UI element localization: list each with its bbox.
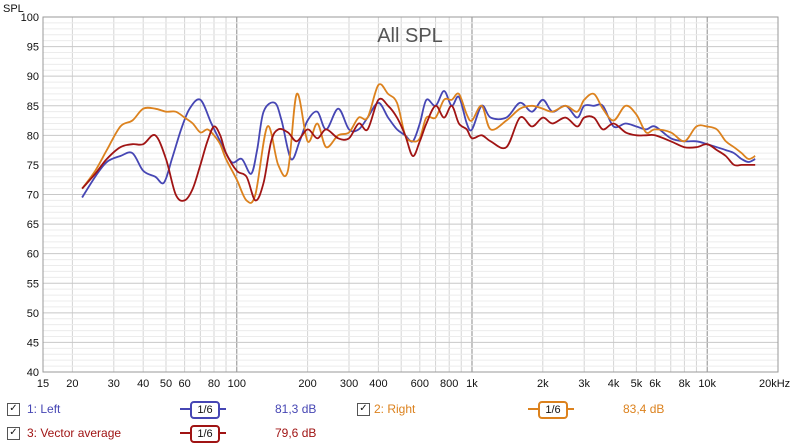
x-tick-label: 5k: [631, 378, 643, 390]
x-tick-label: 1k: [466, 378, 478, 390]
y-axis-label: SPL: [3, 3, 24, 15]
left-smoothing-box: 1/6: [190, 401, 220, 419]
left-smoothing-control[interactable]: 1/6: [180, 401, 226, 419]
x-tick-label: 400: [369, 378, 387, 390]
x-tick-label: 3k: [578, 378, 590, 390]
checkmark-icon: ✓: [9, 427, 18, 438]
x-tick-label: 200: [298, 378, 316, 390]
x-tick-label: 300: [340, 378, 358, 390]
series-line-right: [81, 83, 756, 204]
spl-chart-svg: All SPL SPL 40 45 50 55 60 65 70 75 80 85 90 95 100 15 2…: [3, 3, 790, 390]
series-line-left: [81, 90, 756, 198]
x-tick-label: 20: [66, 378, 78, 390]
series-line-vector-average: [81, 97, 756, 202]
x-tick-label: 20kHz: [759, 378, 790, 390]
checkmark-icon: ✓: [359, 403, 368, 414]
x-tick-label: 2k: [537, 378, 549, 390]
y-tick-label: 50: [27, 308, 39, 320]
legend-value-left: 81,3 dB: [275, 402, 317, 416]
legend-row-2: ✓ 3: Vector average 1/6 79,6 dB: [0, 425, 800, 443]
y-tick-label: 85: [27, 101, 39, 113]
x-tick-label: 6k: [649, 378, 661, 390]
x-tick-label: 50: [160, 378, 172, 390]
x-tick-label: 10k: [698, 378, 716, 390]
x-tick-label: 30: [108, 378, 120, 390]
y-tick-label: 70: [27, 190, 39, 202]
x-tick-label: 80: [208, 378, 220, 390]
y-tick-label: 90: [27, 71, 39, 83]
spl-chart[interactable]: All SPL SPL 40 45 50 55 60 65 70 75 80 85 90 95 100 15 2…: [0, 0, 800, 395]
right-smoothing-control[interactable]: 1/6: [528, 401, 574, 419]
series-group: [81, 83, 756, 204]
legend-value-right: 83,4 dB: [623, 402, 665, 416]
legend-row-1: ✓ 1: Left 1/6 81,3 dB ✓ 2: Right 1/6 83,…: [0, 401, 800, 419]
x-tick-label: 4k: [608, 378, 620, 390]
legend-label-left: 1: Left: [27, 402, 61, 416]
vector-average-smoothing-control[interactable]: 1/6: [180, 425, 226, 443]
y-tick-label: 75: [27, 160, 39, 172]
vector-average-visibility-checkbox[interactable]: ✓: [7, 427, 20, 440]
y-tick-label: 95: [27, 42, 39, 54]
x-tick-label: 40: [137, 378, 149, 390]
plot-frame: [42, 16, 779, 373]
y-tick-label: 45: [27, 337, 39, 349]
x-tick-label: 15: [37, 378, 49, 390]
x-tick-label: 8k: [679, 378, 691, 390]
chart-title: All SPL: [377, 25, 443, 47]
checkmark-icon: ✓: [9, 403, 18, 414]
x-tick-label: 60: [178, 378, 190, 390]
x-tick-label: 800: [440, 378, 458, 390]
x-tick-label: 600: [411, 378, 429, 390]
y-tick-label: 40: [27, 367, 39, 379]
y-tick-label: 65: [27, 219, 39, 231]
legend-label-right: 2: Right: [374, 402, 416, 416]
x-tick-label: 100: [228, 378, 246, 390]
legend-label-vector-average: 3: Vector average: [27, 426, 122, 440]
vector-average-smoothing-box: 1/6: [190, 425, 220, 443]
y-tick-label: 80: [27, 130, 39, 142]
left-visibility-checkbox[interactable]: ✓: [7, 403, 20, 416]
y-tick-label: 60: [27, 249, 39, 261]
y-tick-label: 100: [21, 12, 39, 24]
y-tick-label: 55: [27, 278, 39, 290]
right-visibility-checkbox[interactable]: ✓: [357, 403, 370, 416]
right-smoothing-box: 1/6: [538, 401, 568, 419]
legend-value-vector-average: 79,6 dB: [275, 426, 317, 440]
